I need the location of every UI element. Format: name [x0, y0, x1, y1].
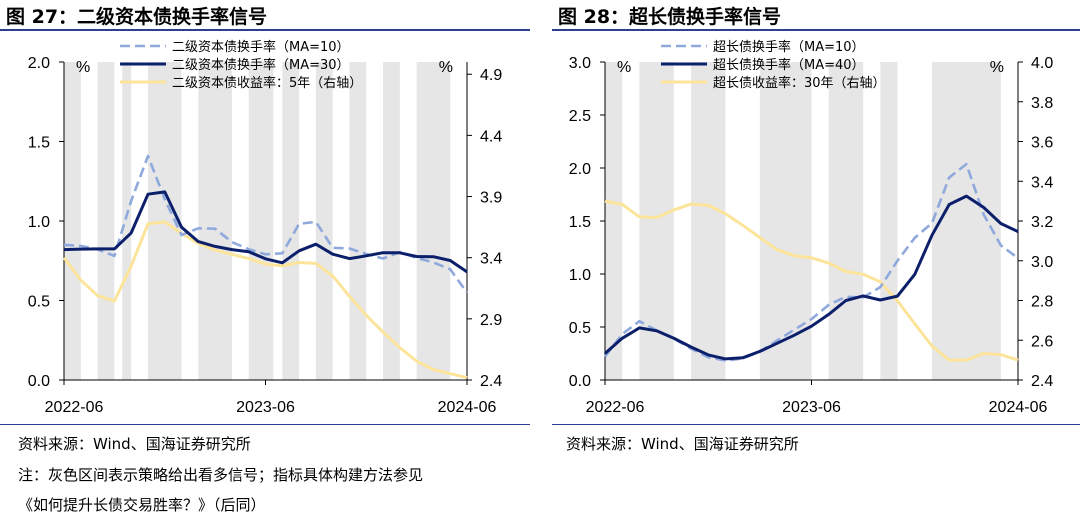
- y2-tick-label: 2.6: [1031, 333, 1053, 350]
- y2-tick-label: 3.6: [1031, 135, 1053, 152]
- right-unit: %: [439, 59, 453, 76]
- y-tick-label: 0.0: [28, 373, 50, 390]
- legend-label-1: 二级资本债换手率（MA=10）: [172, 39, 350, 55]
- y2-tick-label: 2.4: [1031, 373, 1053, 390]
- note-line-2: 《如何提升长债交易胜率？》（后同）: [18, 496, 266, 514]
- y2-tick-label: 3.4: [480, 251, 502, 268]
- signal-band: [759, 62, 812, 380]
- source-rule-27: [0, 424, 530, 425]
- legend-label-1: 超长债换手率（MA=10）: [713, 39, 865, 55]
- y-tick-label: 2.5: [569, 108, 591, 125]
- signal-band: [931, 62, 1001, 380]
- x-tick-label: 2024-06: [989, 399, 1048, 416]
- y-tick-label: 2.0: [569, 161, 591, 178]
- series-line-3: [62, 220, 468, 380]
- legend-label-2: 超长债换手率（MA=40）: [713, 57, 865, 73]
- title-rule-27: [0, 29, 530, 31]
- signal-band: [248, 62, 274, 380]
- y2-tick-label: 2.9: [480, 312, 502, 329]
- y2-tick-label: 3.0: [1031, 254, 1053, 271]
- signal-band: [282, 62, 300, 380]
- signal-band: [880, 62, 898, 380]
- series-line-2: [63, 190, 468, 274]
- signal-band: [639, 62, 674, 380]
- chart-title-28: 图 28：超长债换手率信号: [558, 6, 782, 28]
- legend-label-3: 超长债收益率：30年（右轴）: [713, 75, 886, 91]
- signal-band: [349, 62, 367, 380]
- source-27: 资料来源：Wind、国海证券研究所: [18, 435, 251, 453]
- title-rule-28: [552, 29, 1080, 31]
- y-tick-label: 1.5: [28, 135, 50, 152]
- y2-tick-label: 4.4: [480, 128, 502, 145]
- signal-band: [828, 62, 864, 380]
- x-tick-label: 2023-06: [782, 399, 841, 416]
- y2-tick-label: 3.9: [480, 190, 502, 207]
- y-tick-label: 1.5: [569, 214, 591, 231]
- source-28: 资料来源：Wind、国海证券研究所: [566, 435, 799, 453]
- signal-band: [122, 62, 132, 380]
- y-tick-label: 3.0: [569, 55, 591, 72]
- signal-band: [315, 62, 333, 380]
- y2-tick-label: 3.8: [1031, 95, 1053, 112]
- chart-title-27: 图 27：二级资本债换手率信号: [6, 6, 268, 28]
- y-tick-label: 0.5: [28, 294, 50, 311]
- signal-band: [64, 62, 81, 380]
- x-tick-label: 2024-06: [438, 399, 497, 416]
- x-tick-label: 2022-06: [586, 399, 645, 416]
- y-tick-label: 0.0: [569, 373, 591, 390]
- signal-band: [198, 62, 232, 380]
- y2-tick-label: 2.4: [480, 373, 502, 390]
- y2-tick-label: 4.9: [480, 67, 502, 84]
- y2-tick-label: 3.4: [1031, 174, 1053, 191]
- signal-band: [605, 62, 623, 380]
- x-tick-label: 2023-06: [236, 399, 295, 416]
- y-tick-label: 1.0: [569, 267, 591, 284]
- y2-tick-label: 4.0: [1031, 55, 1053, 72]
- signal-band: [416, 62, 451, 380]
- x-tick-label: 2022-06: [45, 399, 104, 416]
- chart-28: 0.0 0.5 1.0 1.5 2.0 2.5 3.0 2.4 2.6 2.8 3.0 3.2 3.4 3…: [569, 39, 1054, 416]
- right-unit: %: [990, 59, 1004, 76]
- legend-label-3: 二级资本债收益率：5年（右轴）: [172, 75, 362, 91]
- series-line-1: [603, 162, 1019, 363]
- y2-tick-label: 2.8: [1031, 294, 1053, 311]
- signal-band: [691, 62, 726, 380]
- y-tick-label: 1.0: [28, 214, 50, 231]
- note-line-1: 注：灰色区间表示策略给出看多信号；指标具体构建方法参见: [18, 466, 424, 484]
- chart-27: 0.0 0.5 1.0 1.5 2.0 2.4 2.9 3.4 3.9 4.4 4.9 2022-06…: [28, 39, 503, 416]
- left-unit: %: [76, 59, 90, 76]
- series-line-2: [604, 194, 1019, 361]
- series-line-3: [604, 199, 1019, 362]
- left-unit: %: [617, 59, 631, 76]
- y-tick-label: 0.5: [569, 320, 591, 337]
- source-rule-28: [552, 424, 1080, 425]
- signal-band: [383, 62, 400, 380]
- signal-band: [97, 62, 115, 380]
- legend-label-2: 二级资本债换手率（MA=30）: [172, 57, 350, 73]
- y-tick-label: 2.0: [28, 55, 50, 72]
- y2-tick-label: 3.2: [1031, 214, 1053, 231]
